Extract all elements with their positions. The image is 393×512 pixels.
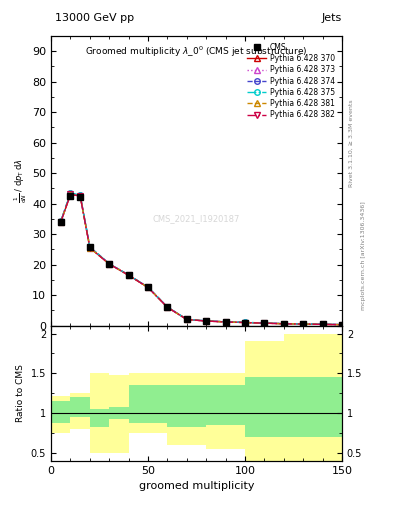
Bar [51,401,70,422]
Bar [129,385,167,422]
Text: CMS_2021_I1920187: CMS_2021_I1920187 [153,214,240,223]
Bar [70,393,90,429]
X-axis label: groomed multiplicity: groomed multiplicity [139,481,254,491]
Text: 13000 GeV pp: 13000 GeV pp [55,13,134,23]
Bar [284,377,342,437]
Bar [109,407,129,419]
Text: Rivet 3.1.10, ≥ 3.3M events: Rivet 3.1.10, ≥ 3.3M events [349,99,354,187]
Y-axis label: $\frac{1}{\mathrm{d}N}$ / $\mathrm{d}p_{\mathrm{T}}\,\mathrm{d}\lambda$: $\frac{1}{\mathrm{d}N}$ / $\mathrm{d}p_{… [13,158,29,203]
Bar [90,409,109,428]
Bar [245,377,284,437]
Text: Jets: Jets [321,13,342,23]
Bar [51,396,70,433]
Text: Groomed multiplicity $\lambda\_0^{0}$ (CMS jet substructure): Groomed multiplicity $\lambda\_0^{0}$ (C… [85,45,308,59]
Bar [206,385,245,425]
Bar [70,397,90,417]
Bar [167,373,206,445]
Bar [90,373,109,453]
Bar [245,342,284,461]
Bar [109,375,129,453]
Legend: CMS, Pythia 6.428 370, Pythia 6.428 373, Pythia 6.428 374, Pythia 6.428 375, Pyt: CMS, Pythia 6.428 370, Pythia 6.428 373,… [244,39,338,122]
Y-axis label: Ratio to CMS: Ratio to CMS [16,364,25,422]
Bar [206,373,245,449]
Bar [129,373,167,433]
Text: mcplots.cern.ch [arXiv:1306.3436]: mcplots.cern.ch [arXiv:1306.3436] [361,202,366,310]
Bar [284,333,342,461]
Bar [167,385,206,428]
